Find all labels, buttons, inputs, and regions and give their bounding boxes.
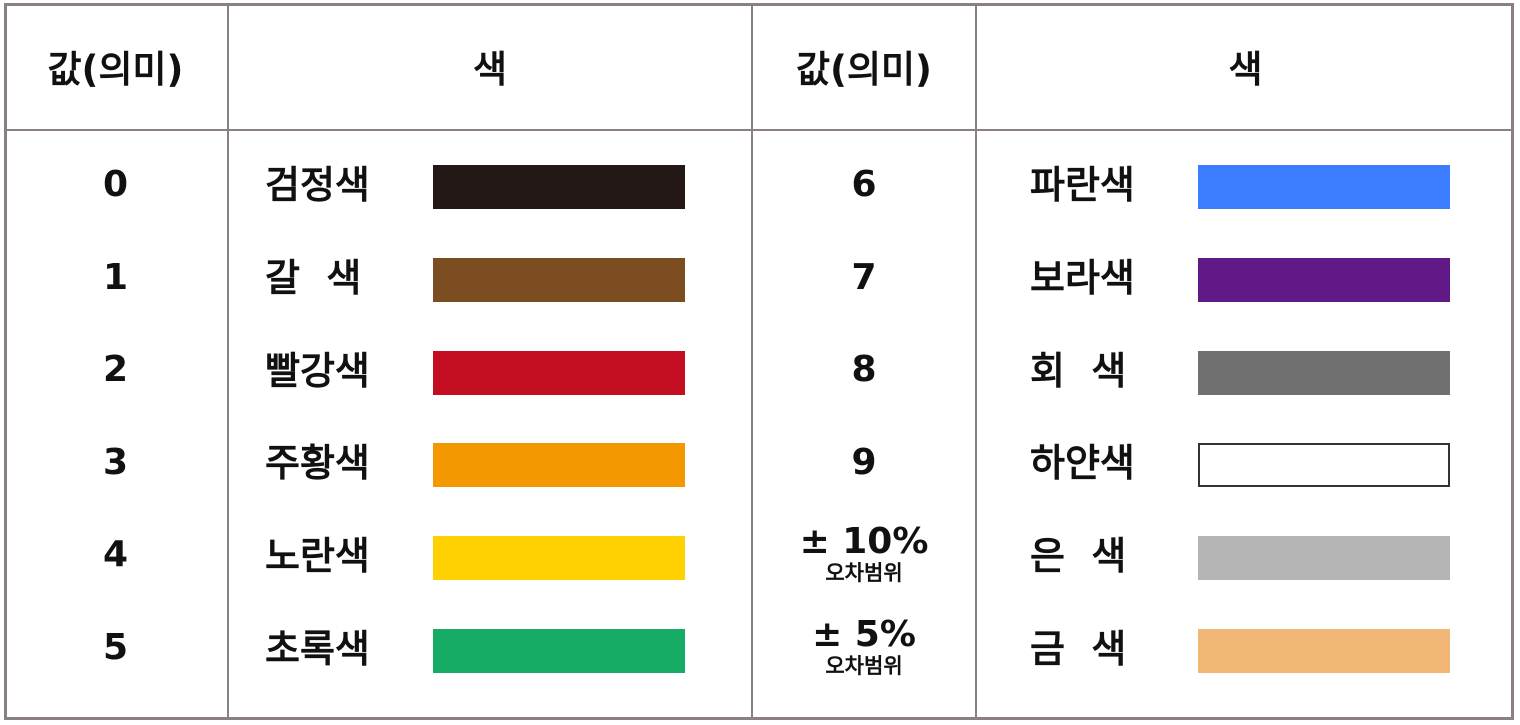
color-name: 검정색 — [265, 163, 370, 207]
value-text: ± 5% — [812, 614, 916, 656]
table-row-value: 6 — [753, 161, 975, 209]
color-swatch — [433, 165, 685, 209]
color-swatch — [433, 536, 685, 580]
value-text: 5 — [102, 627, 129, 668]
table-row-value: ± 5% 오차범위 — [753, 611, 975, 685]
table-frame — [4, 3, 1514, 720]
color-name: 하얀색 — [1030, 441, 1135, 485]
value-text: 6 — [851, 164, 877, 205]
value-text: 9 — [851, 442, 877, 483]
color-name: 은 색 — [1030, 534, 1127, 578]
header-value-right: 값(의미) — [796, 48, 932, 91]
color-swatch — [433, 258, 685, 302]
value-subtext: 오차범위 — [825, 561, 903, 586]
color-swatch — [1198, 258, 1450, 302]
value-subtext: 오차범위 — [825, 654, 903, 679]
header-value-left: 값(의미) — [47, 48, 184, 91]
color-swatch — [1198, 629, 1450, 673]
value-text: 1 — [102, 257, 129, 298]
value-text: 8 — [851, 349, 877, 390]
table-row-value: 5 — [4, 624, 227, 672]
table-row-value: 1 — [4, 254, 227, 302]
table-row-value: 9 — [753, 439, 975, 487]
value-text: ± 10% — [799, 521, 929, 563]
header-color-right: 색 — [1228, 48, 1263, 91]
column-divider — [975, 3, 977, 720]
table-row-value: ± 10% 오차범위 — [753, 518, 975, 592]
column-divider — [227, 3, 229, 720]
color-name: 빨강색 — [265, 349, 370, 393]
value-text: 2 — [102, 349, 129, 390]
color-swatch — [1198, 443, 1450, 487]
table-row-value: 0 — [4, 161, 227, 209]
color-name: 초록색 — [265, 627, 370, 671]
color-name: 금 색 — [1030, 627, 1127, 671]
header-color-left: 색 — [472, 48, 508, 91]
table-row-value: 3 — [4, 439, 227, 487]
table-row-value: 4 — [4, 531, 227, 579]
color-name: 주황색 — [265, 441, 370, 485]
color-swatch — [1198, 536, 1450, 580]
value-text: 3 — [102, 442, 129, 483]
color-swatch — [433, 443, 685, 487]
color-swatch — [433, 629, 685, 673]
value-text: 7 — [851, 257, 877, 298]
color-swatch — [1198, 165, 1450, 209]
color-name: 노란색 — [265, 534, 370, 578]
table-row-value: 7 — [753, 254, 975, 302]
color-swatch — [1198, 351, 1450, 395]
color-name: 갈 색 — [265, 256, 362, 300]
column-divider — [751, 3, 753, 720]
color-name: 회 색 — [1030, 349, 1127, 393]
header-divider — [4, 129, 1514, 131]
value-text: 0 — [102, 164, 129, 205]
color-name: 보라색 — [1030, 256, 1135, 300]
table-row-value: 8 — [753, 346, 975, 394]
color-swatch — [433, 351, 685, 395]
color-name: 파란색 — [1030, 163, 1135, 207]
table-row-value: 2 — [4, 346, 227, 394]
value-text: 4 — [102, 534, 129, 575]
